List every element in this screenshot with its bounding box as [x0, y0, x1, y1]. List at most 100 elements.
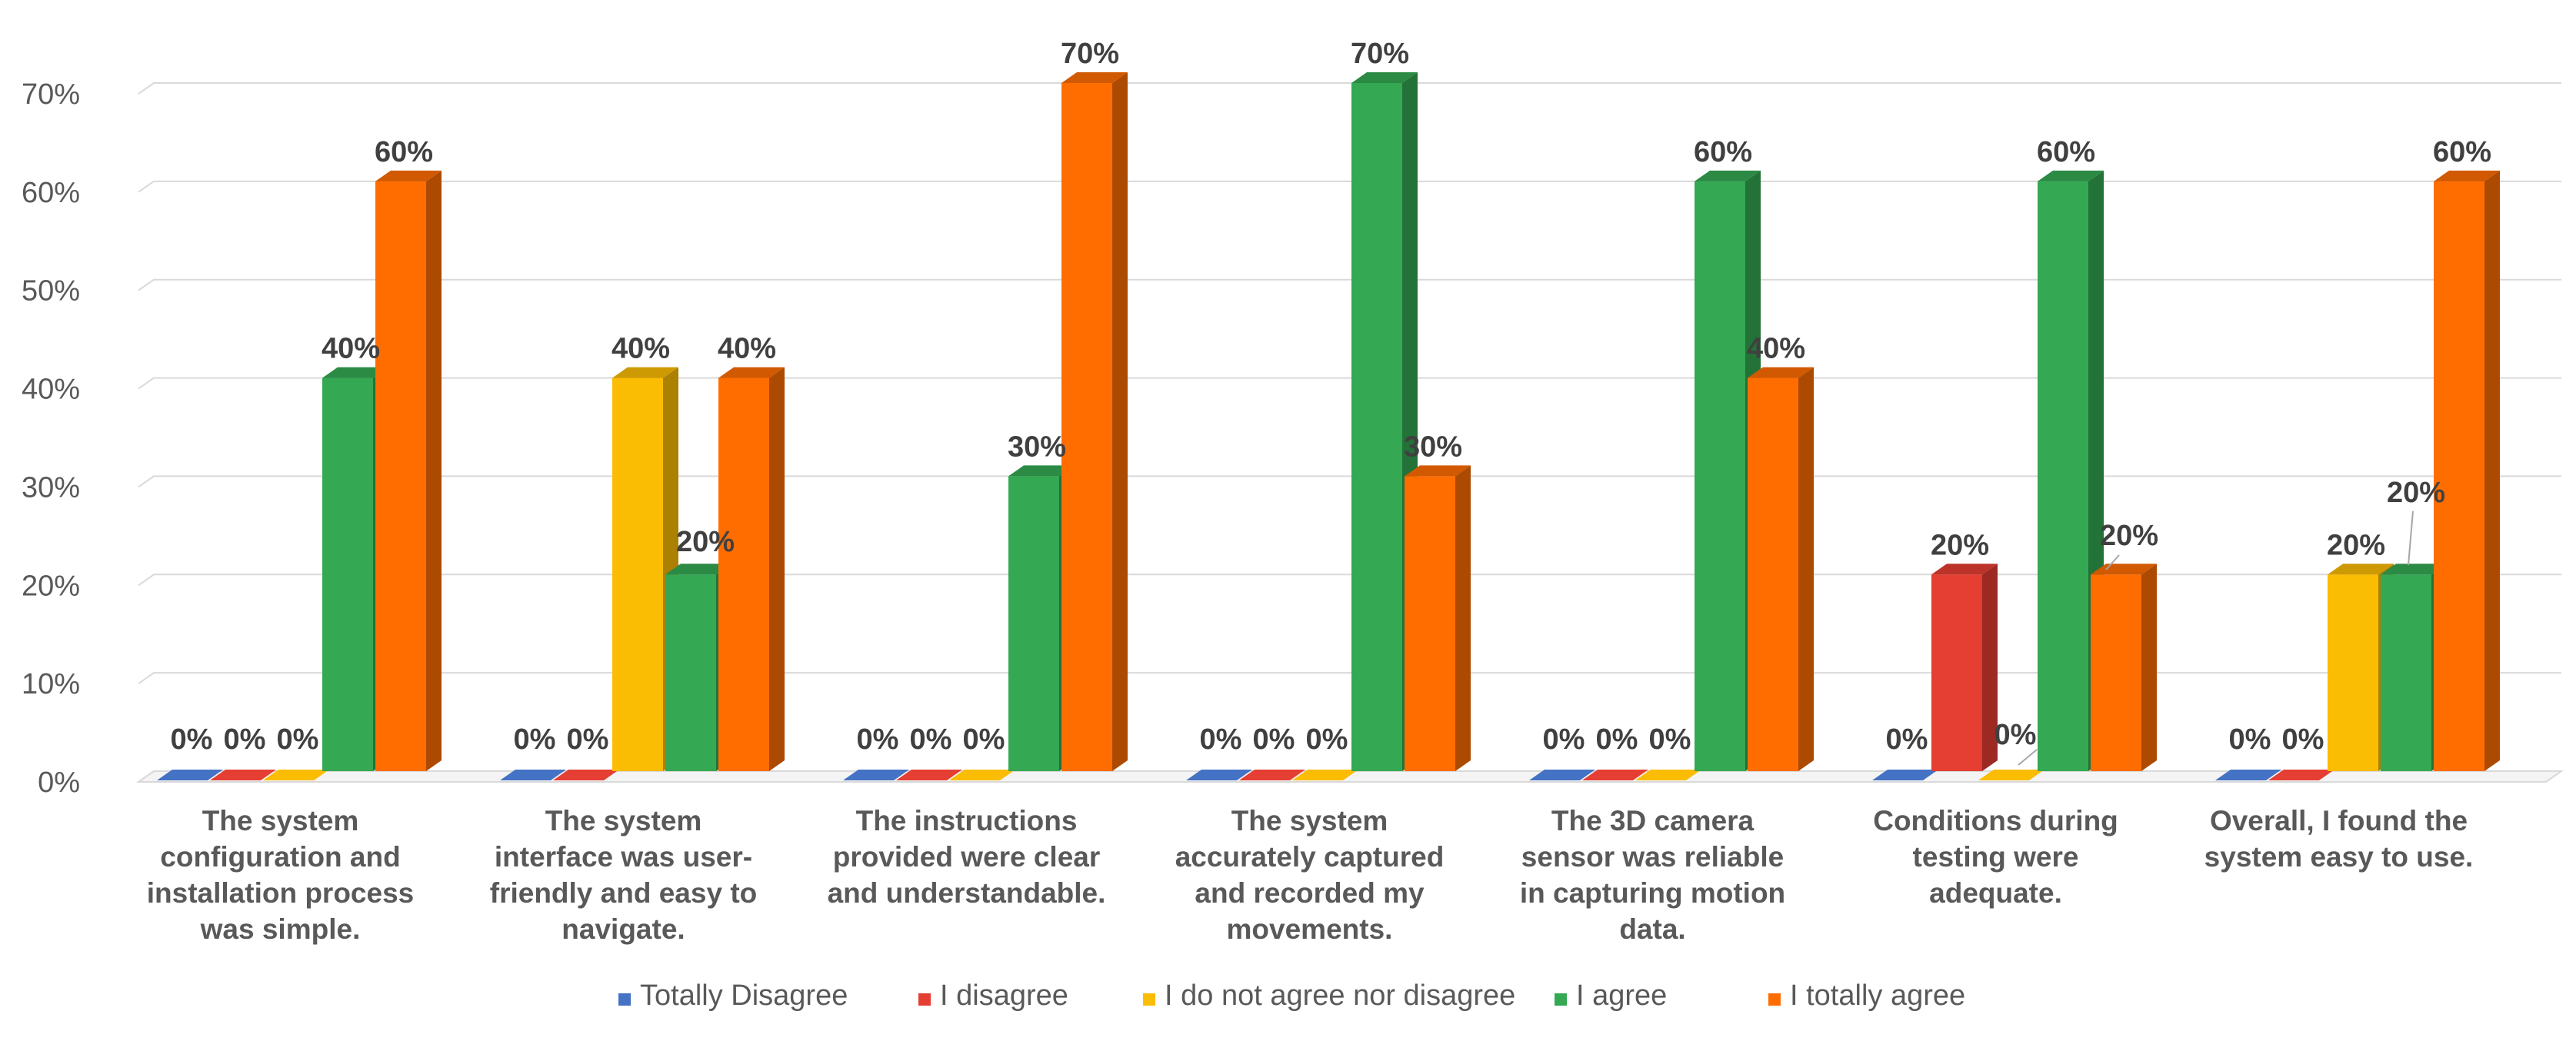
x-category-label: The system interface was user-friendly an… — [490, 805, 758, 945]
legend-item: I totally agree — [1768, 979, 1965, 1012]
y-axis: 0% 10% 20% 30% 40% 50% 60% 70% — [22, 78, 80, 799]
bar-side — [426, 170, 442, 771]
legend-item: I agree — [1555, 979, 1667, 1012]
bar-top — [263, 770, 329, 780]
y-tick-label: 50% — [22, 275, 80, 308]
bar-top — [2434, 170, 2500, 181]
legend-item: I disagree — [918, 979, 1068, 1012]
data-label: 0% — [1253, 723, 1295, 756]
bar-front — [1931, 574, 1982, 771]
gridline — [138, 574, 2561, 587]
data-label: 0% — [910, 723, 952, 756]
bar — [1748, 367, 1814, 772]
bar — [375, 170, 442, 771]
x-category-label: Overall, I found the system easy to use. — [2204, 805, 2474, 873]
bar-top — [1931, 564, 1998, 575]
bar — [553, 770, 619, 780]
legend-item: I do not agree nor disagree — [1143, 979, 1515, 1012]
data-label: 20% — [2327, 529, 2385, 561]
y-tick-label: 10% — [22, 668, 80, 700]
bar — [1635, 770, 1701, 780]
bar-front — [2091, 574, 2141, 771]
bar — [1186, 770, 1252, 780]
bar-top — [157, 770, 223, 780]
bar-top — [718, 367, 785, 378]
bar — [1239, 770, 1305, 780]
bar-top — [1008, 465, 1075, 477]
y-tick-label: 20% — [22, 570, 80, 602]
data-label: 20% — [2100, 520, 2158, 552]
data-label: 0% — [963, 723, 1005, 756]
data-label: 0% — [567, 723, 609, 756]
bar — [1529, 770, 1595, 780]
data-label: 70% — [1061, 38, 1119, 70]
bar — [1978, 770, 2044, 780]
bar-front — [1748, 377, 1798, 771]
bar-top — [949, 770, 1015, 780]
x-category-label: The system accurately captured and recorde… — [1175, 805, 1445, 945]
data-label: 60% — [2037, 136, 2095, 168]
bar-front — [2038, 181, 2088, 771]
bar-top — [1872, 770, 1938, 780]
y-tick-label: 60% — [22, 177, 80, 209]
legend: Totally Disagree I disagree I do not agree… — [618, 979, 1965, 1012]
bar-front — [1008, 476, 1059, 771]
y-tick-label: 0% — [38, 767, 80, 799]
data-label: 60% — [2433, 136, 2491, 168]
bar-side — [1455, 465, 1471, 771]
data-label: 0% — [2229, 723, 2271, 756]
bar-top — [612, 367, 678, 378]
bar — [1405, 465, 1471, 771]
bar-top — [1061, 72, 1128, 83]
bar — [2268, 770, 2334, 780]
bar-top — [1351, 72, 1418, 83]
gridlines — [135, 82, 2564, 783]
gridline — [138, 278, 2561, 291]
bar-top — [375, 170, 442, 181]
gridline — [138, 672, 2561, 684]
bar-front — [718, 377, 769, 771]
data-label: 60% — [1694, 136, 1752, 168]
bar-top — [1405, 465, 1471, 477]
legend-swatch — [1768, 993, 1781, 1006]
legend-label: I disagree — [940, 979, 1068, 1012]
data-label: 40% — [612, 333, 670, 365]
data-label: 0% — [1306, 723, 1348, 756]
bar-front — [2434, 181, 2484, 771]
bar-side — [1112, 72, 1128, 771]
bar-top — [500, 770, 566, 780]
gridline — [138, 475, 2561, 488]
data-label: 20% — [676, 526, 735, 558]
data-label: 40% — [1747, 333, 1805, 365]
bar-top — [1582, 770, 1648, 780]
bar-top — [1529, 770, 1595, 780]
leader-line — [2018, 749, 2038, 766]
gridline — [138, 180, 2561, 193]
data-label: 70% — [1351, 38, 1409, 70]
bar — [1292, 770, 1358, 780]
leader-line — [2408, 511, 2414, 566]
legend-label: Totally Disagree — [640, 979, 848, 1012]
bar-top — [665, 564, 731, 575]
bar-top — [2328, 564, 2394, 575]
data-label: 0% — [857, 723, 899, 756]
data-label: 0% — [1543, 723, 1585, 756]
bar-front — [665, 574, 716, 771]
bar-top — [1978, 770, 2044, 780]
legend-swatch — [1555, 993, 1567, 1006]
bar-top — [1695, 170, 1761, 181]
gridline — [138, 377, 2561, 390]
bars — [157, 72, 2500, 780]
bar — [1872, 770, 1938, 780]
data-label: 60% — [375, 136, 433, 168]
legend-label: I totally agree — [1790, 979, 1965, 1012]
bar-top — [1186, 770, 1252, 780]
x-category-label: Conditions during testing were adequate. — [1873, 805, 2118, 909]
bar — [1351, 72, 1418, 771]
bar-front — [1351, 83, 1402, 771]
legend-item: Totally Disagree — [618, 979, 848, 1012]
data-label: 40% — [718, 333, 776, 365]
gridline — [138, 82, 2561, 95]
bar-front — [2381, 574, 2431, 771]
